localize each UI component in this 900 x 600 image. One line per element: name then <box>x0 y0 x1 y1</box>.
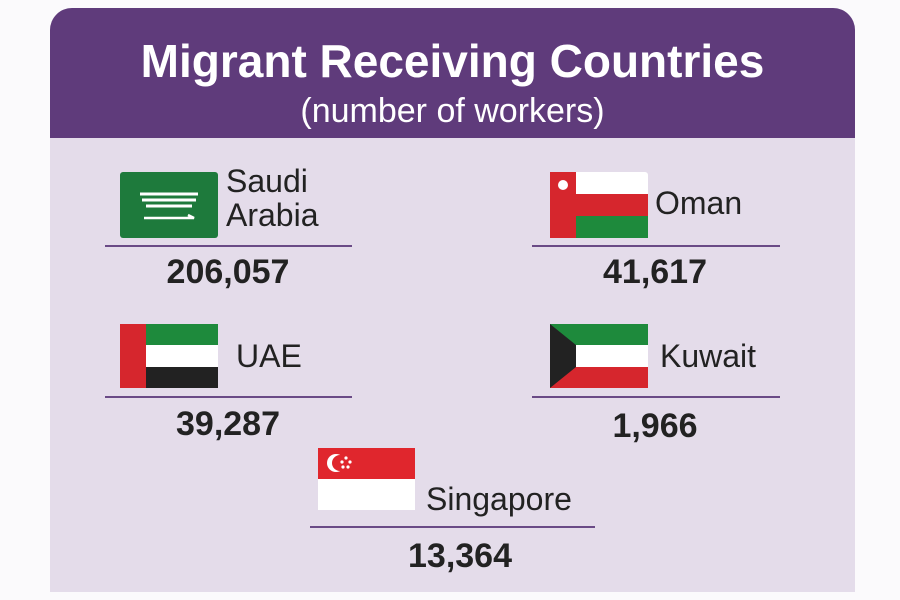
country-name: Saudi Arabia <box>226 163 319 233</box>
country-name: Singapore <box>426 481 572 517</box>
divider <box>532 245 780 247</box>
flag-singapore <box>318 448 415 510</box>
country-value: 39,287 <box>176 405 280 443</box>
card: Migrant Receiving Countries (number of w… <box>50 8 855 592</box>
country-value: 1,966 <box>612 407 698 445</box>
flag-uae <box>120 324 218 388</box>
country-name: Oman <box>655 185 743 221</box>
title: Migrant Receiving Countries <box>140 35 765 87</box>
country-value: 41,617 <box>603 253 707 291</box>
flag-kuwait <box>550 324 648 388</box>
country-name: Kuwait <box>660 338 757 374</box>
country-value: 13,364 <box>408 537 512 575</box>
flag-saudi <box>120 172 218 238</box>
divider <box>310 526 595 528</box>
divider <box>532 396 780 398</box>
divider <box>105 245 352 247</box>
subtitle: (number of workers) <box>300 92 605 130</box>
flag-oman <box>550 172 648 238</box>
country-name: UAE <box>236 338 302 374</box>
country-value: 206,057 <box>166 253 290 291</box>
header: Migrant Receiving Countries (number of w… <box>50 8 855 138</box>
divider <box>105 396 352 398</box>
